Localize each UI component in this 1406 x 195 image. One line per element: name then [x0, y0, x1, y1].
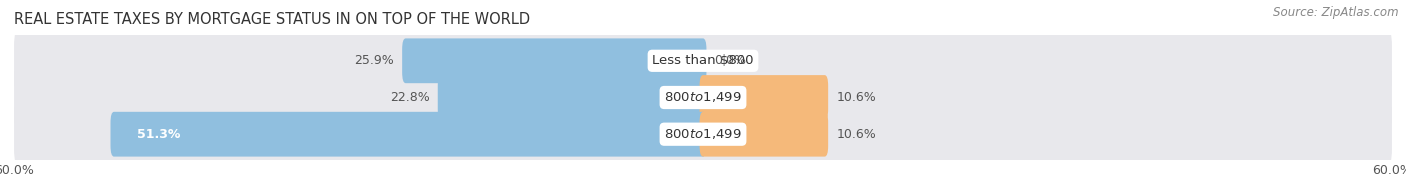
Text: $800 to $1,499: $800 to $1,499: [664, 90, 742, 105]
Text: Source: ZipAtlas.com: Source: ZipAtlas.com: [1274, 6, 1399, 19]
Text: 25.9%: 25.9%: [354, 54, 394, 67]
Text: 0.0%: 0.0%: [714, 54, 747, 67]
FancyBboxPatch shape: [700, 75, 828, 120]
FancyBboxPatch shape: [14, 101, 1392, 168]
Text: 10.6%: 10.6%: [837, 128, 876, 141]
FancyBboxPatch shape: [111, 112, 706, 157]
FancyBboxPatch shape: [700, 112, 828, 157]
Text: 51.3%: 51.3%: [136, 128, 180, 141]
FancyBboxPatch shape: [437, 75, 706, 120]
FancyBboxPatch shape: [402, 38, 706, 83]
Text: Less than $800: Less than $800: [652, 54, 754, 67]
Text: 22.8%: 22.8%: [389, 91, 430, 104]
Text: REAL ESTATE TAXES BY MORTGAGE STATUS IN ON TOP OF THE WORLD: REAL ESTATE TAXES BY MORTGAGE STATUS IN …: [14, 12, 530, 27]
FancyBboxPatch shape: [14, 64, 1392, 131]
Text: $800 to $1,499: $800 to $1,499: [664, 127, 742, 141]
Text: 10.6%: 10.6%: [837, 91, 876, 104]
FancyBboxPatch shape: [14, 27, 1392, 94]
